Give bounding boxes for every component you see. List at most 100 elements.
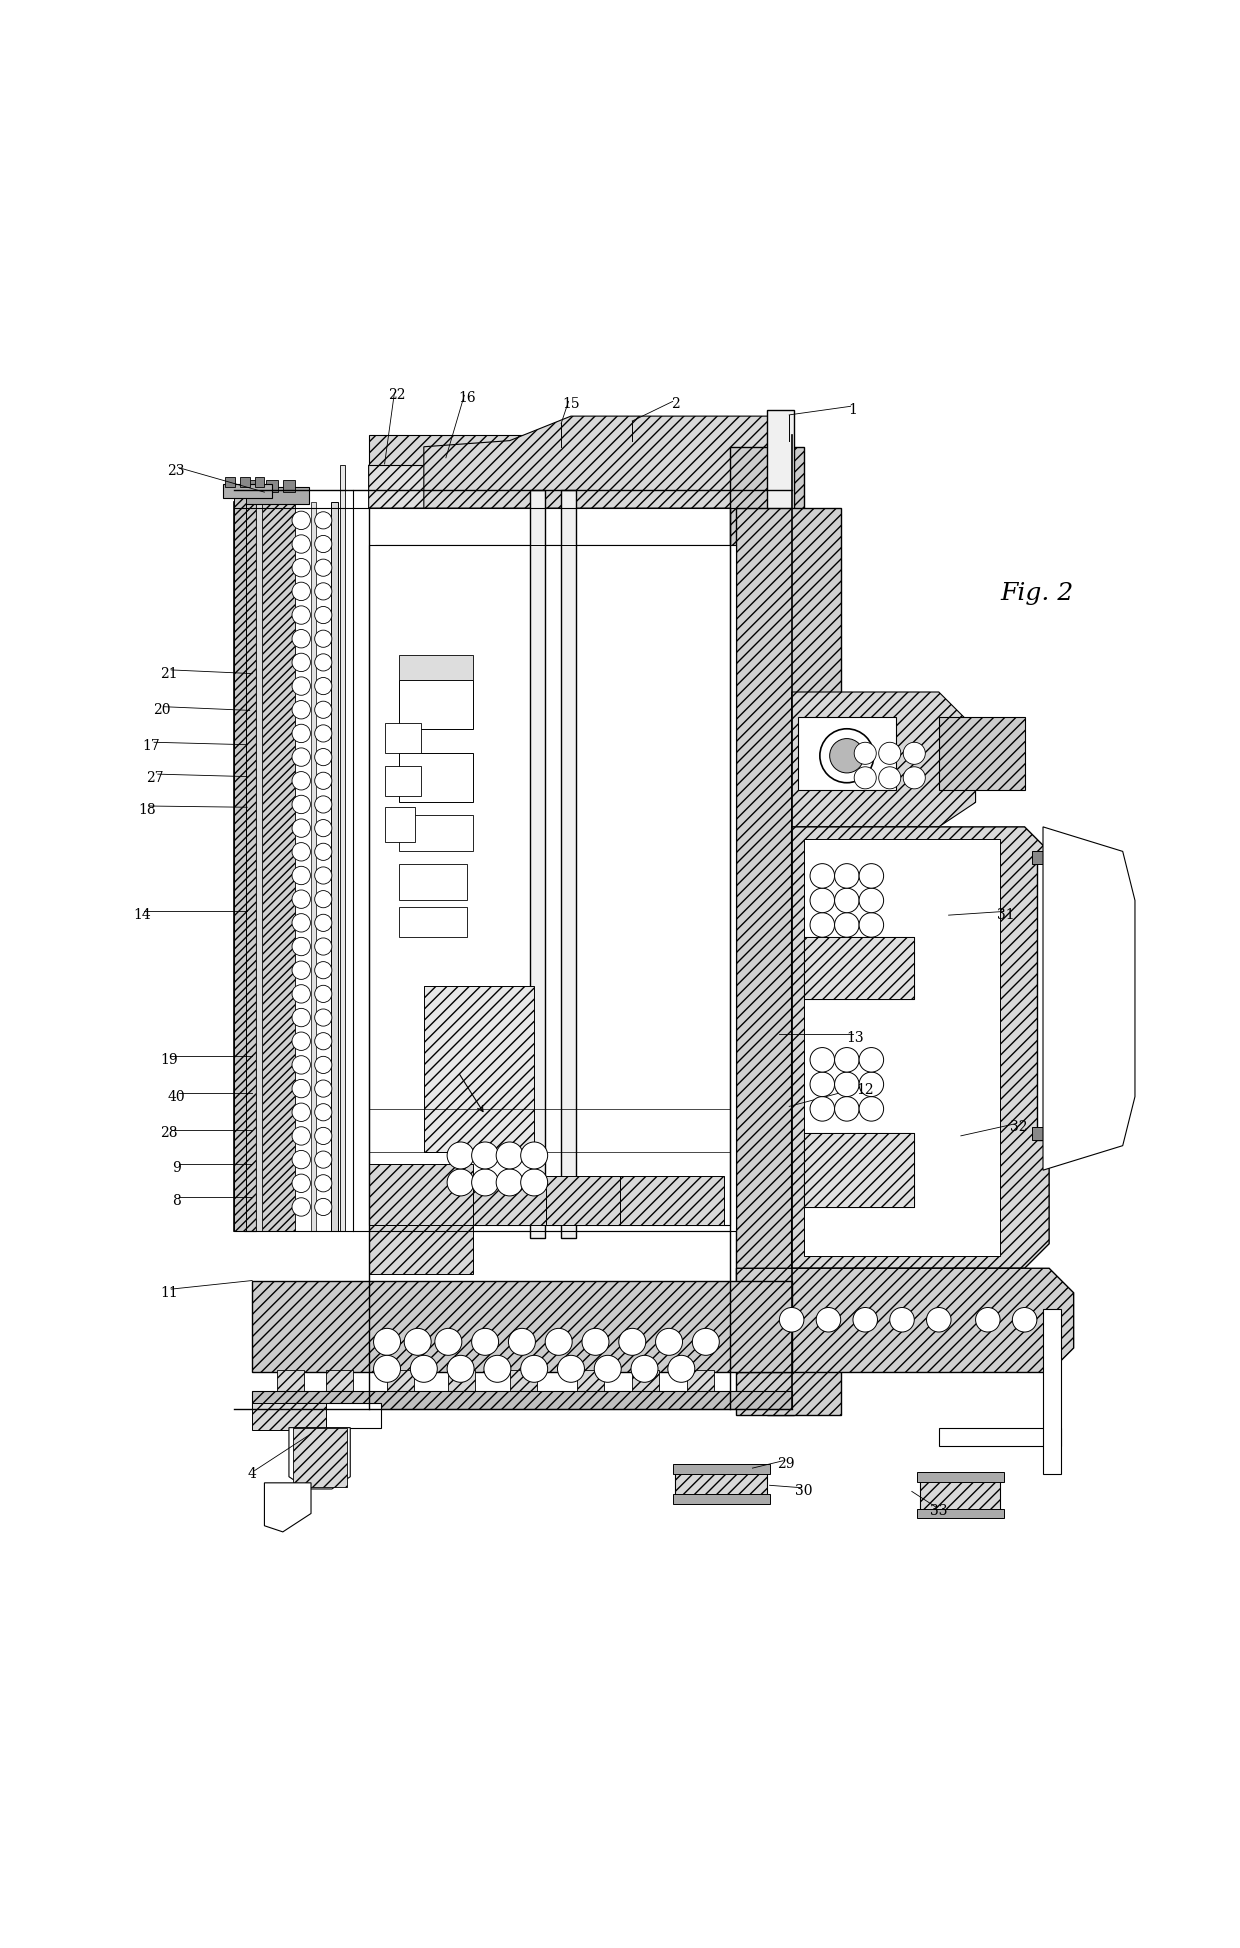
Text: 12: 12 xyxy=(857,1083,874,1097)
Bar xyxy=(399,754,472,803)
Circle shape xyxy=(315,678,332,695)
Bar xyxy=(252,1280,791,1373)
Circle shape xyxy=(820,729,874,783)
Text: Fig. 2: Fig. 2 xyxy=(1001,582,1074,606)
Circle shape xyxy=(291,960,310,980)
Circle shape xyxy=(521,1356,548,1383)
Circle shape xyxy=(890,1307,914,1332)
Circle shape xyxy=(315,582,332,600)
Bar xyxy=(620,1177,724,1225)
Circle shape xyxy=(291,510,310,530)
Circle shape xyxy=(521,1142,548,1169)
Bar xyxy=(254,477,264,487)
Circle shape xyxy=(291,536,310,553)
Bar xyxy=(368,545,730,1225)
Circle shape xyxy=(810,888,835,914)
Text: 23: 23 xyxy=(167,464,185,479)
Circle shape xyxy=(315,820,332,838)
Circle shape xyxy=(315,701,332,719)
Circle shape xyxy=(291,606,310,623)
Circle shape xyxy=(780,1307,804,1332)
Bar xyxy=(920,1479,1001,1516)
Circle shape xyxy=(859,1048,884,1071)
Polygon shape xyxy=(737,1268,1074,1373)
Bar xyxy=(226,477,236,487)
Circle shape xyxy=(471,1169,498,1196)
Circle shape xyxy=(291,771,310,791)
Bar xyxy=(243,503,255,1231)
Circle shape xyxy=(315,797,332,812)
Circle shape xyxy=(484,1356,511,1383)
Circle shape xyxy=(926,1307,951,1332)
Circle shape xyxy=(315,629,332,647)
Circle shape xyxy=(315,1056,332,1073)
Circle shape xyxy=(903,768,925,789)
Text: 30: 30 xyxy=(795,1484,812,1498)
Circle shape xyxy=(692,1329,719,1356)
Bar xyxy=(673,1494,770,1504)
Circle shape xyxy=(315,962,332,978)
Circle shape xyxy=(853,1307,878,1332)
Text: 27: 27 xyxy=(146,771,164,785)
Circle shape xyxy=(879,742,900,764)
Bar xyxy=(1032,851,1066,863)
Bar xyxy=(675,1471,768,1502)
Bar xyxy=(730,446,804,569)
Polygon shape xyxy=(424,986,534,1151)
Circle shape xyxy=(859,888,884,914)
Bar xyxy=(804,840,1001,1256)
Text: 28: 28 xyxy=(160,1126,177,1140)
Text: 20: 20 xyxy=(153,703,170,717)
Bar xyxy=(252,1403,326,1430)
Bar xyxy=(374,545,737,1231)
Bar xyxy=(384,766,422,797)
Text: 2: 2 xyxy=(671,397,680,411)
Circle shape xyxy=(315,1032,332,1050)
Circle shape xyxy=(315,606,332,623)
Bar xyxy=(399,680,472,729)
Circle shape xyxy=(835,863,859,888)
Circle shape xyxy=(594,1356,621,1383)
Circle shape xyxy=(1012,1307,1037,1332)
Circle shape xyxy=(854,768,877,789)
Bar xyxy=(1043,1309,1061,1475)
Circle shape xyxy=(291,1009,310,1027)
Text: 33: 33 xyxy=(930,1504,947,1517)
Circle shape xyxy=(496,1169,523,1196)
Text: 19: 19 xyxy=(160,1052,177,1068)
Circle shape xyxy=(291,843,310,861)
Polygon shape xyxy=(289,1428,350,1488)
Bar xyxy=(768,409,794,1416)
Bar xyxy=(234,497,246,1231)
Circle shape xyxy=(291,867,310,884)
Circle shape xyxy=(373,1329,401,1356)
Circle shape xyxy=(373,1356,401,1383)
Circle shape xyxy=(835,1071,859,1097)
Bar xyxy=(283,1403,381,1428)
Circle shape xyxy=(291,984,310,1003)
Circle shape xyxy=(859,1097,884,1122)
Polygon shape xyxy=(264,1482,311,1531)
Bar xyxy=(547,1177,620,1225)
Bar xyxy=(804,937,914,999)
Circle shape xyxy=(291,1175,310,1192)
Circle shape xyxy=(435,1329,461,1356)
Bar xyxy=(577,1369,604,1397)
Circle shape xyxy=(835,914,859,937)
Circle shape xyxy=(448,1169,474,1196)
Polygon shape xyxy=(368,446,785,508)
Bar xyxy=(223,483,272,499)
Circle shape xyxy=(315,771,332,789)
Circle shape xyxy=(668,1356,694,1383)
Text: 9: 9 xyxy=(172,1161,181,1175)
Bar xyxy=(368,434,785,466)
Bar xyxy=(399,814,472,851)
Circle shape xyxy=(619,1329,646,1356)
Circle shape xyxy=(291,559,310,577)
Bar xyxy=(804,1134,914,1208)
Circle shape xyxy=(521,1169,548,1196)
Circle shape xyxy=(448,1142,474,1169)
Circle shape xyxy=(810,914,835,937)
Bar xyxy=(510,1369,537,1397)
Circle shape xyxy=(291,890,310,908)
